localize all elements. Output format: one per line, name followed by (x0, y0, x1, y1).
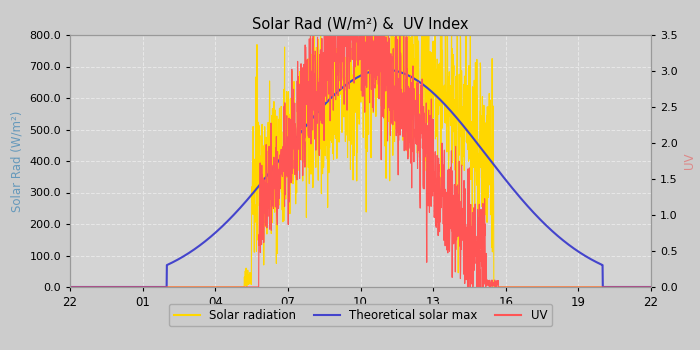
UV (130, 285, 138, 289)
Theoretical solar max (82, 285, 90, 289)
Legend: Solar radiation, Theoretical solar max, UV: Solar radiation, Theoretical solar max, … (169, 304, 552, 327)
Line: Theoretical solar max: Theoretical solar max (70, 70, 651, 287)
UV (82, 285, 90, 289)
Solar radiation (330, 79, 338, 84)
Theoretical solar max (66, 285, 74, 289)
Solar radiation (66, 285, 74, 289)
Solar radiation (130, 285, 138, 289)
Theoretical solar max (380, 68, 389, 72)
Solar radiation (558, 285, 566, 289)
Solar radiation (111, 285, 119, 289)
Line: Solar radiation: Solar radiation (70, 0, 651, 287)
Solar radiation (82, 285, 90, 289)
Solar radiation (146, 285, 154, 289)
UV (647, 285, 655, 289)
Y-axis label: UV: UV (683, 153, 696, 169)
UV (558, 285, 566, 289)
UV (146, 285, 154, 289)
UV (66, 285, 74, 289)
Theoretical solar max (146, 285, 154, 289)
Y-axis label: Solar Rad (W/m²): Solar Rad (W/m²) (10, 110, 24, 212)
Theoretical solar max (558, 238, 566, 242)
Line: UV: UV (70, 0, 651, 287)
Theoretical solar max (330, 93, 338, 97)
Solar radiation (647, 285, 655, 289)
Theoretical solar max (111, 285, 119, 289)
Theoretical solar max (130, 285, 138, 289)
Theoretical solar max (647, 285, 655, 289)
Title: Solar Rad (W/m²) &  UV Index: Solar Rad (W/m²) & UV Index (252, 16, 469, 31)
UV (111, 285, 119, 289)
